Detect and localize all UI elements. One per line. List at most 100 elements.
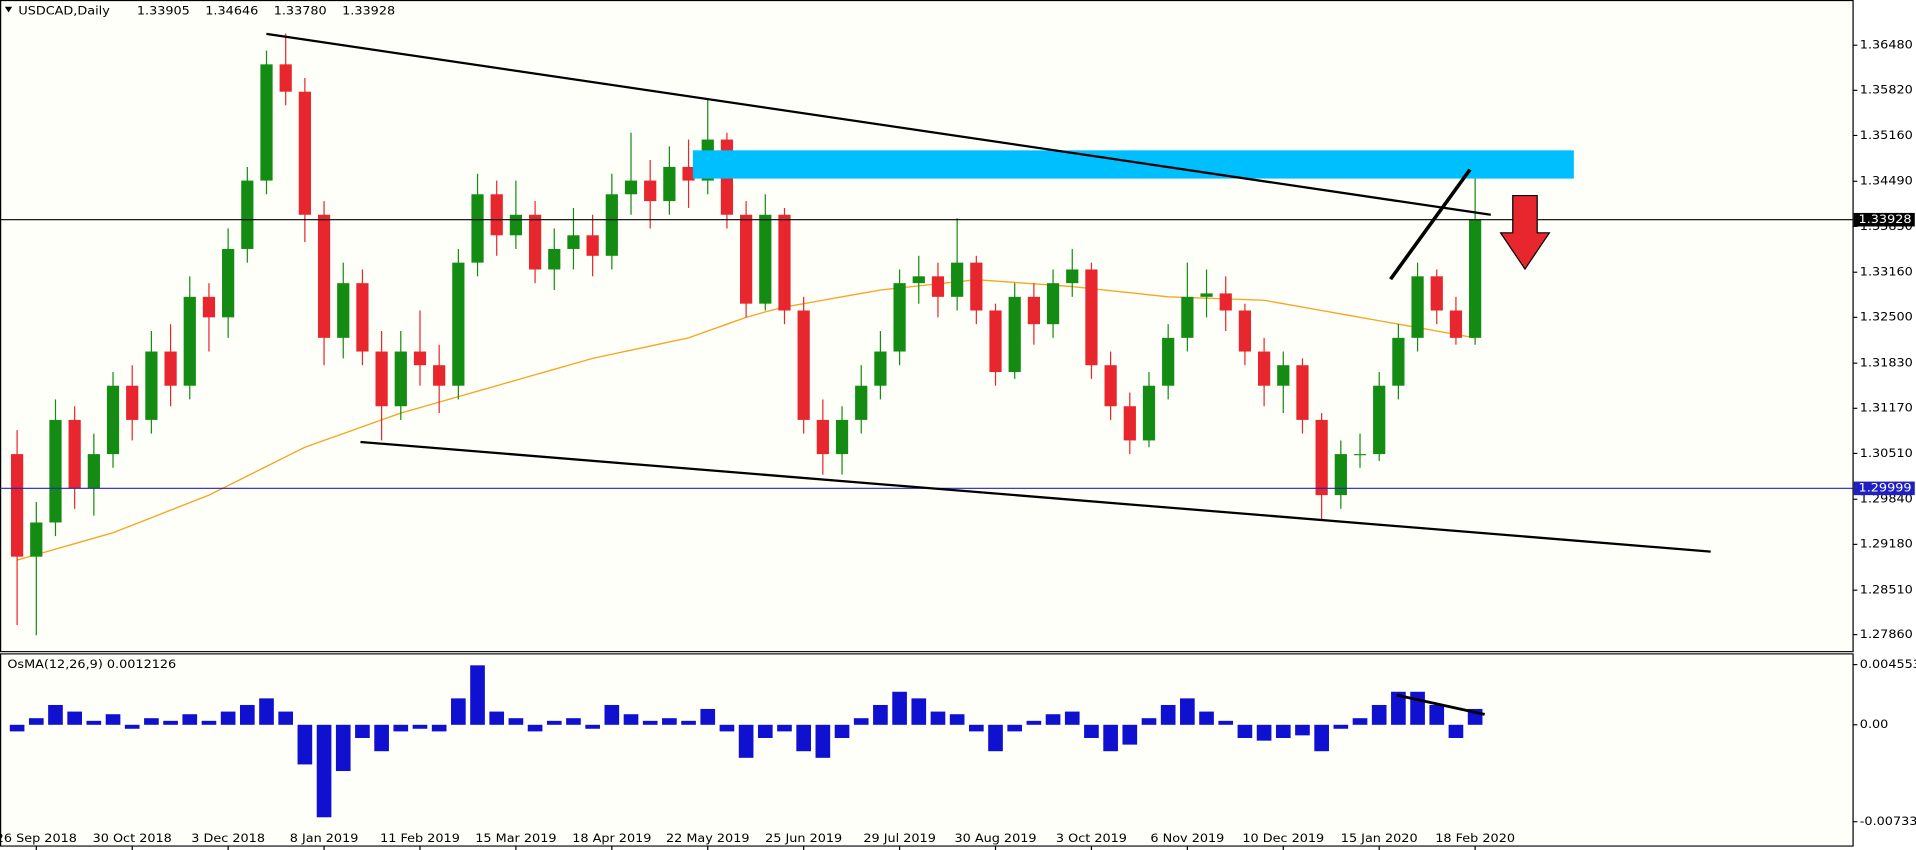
osma-bar <box>1333 724 1349 729</box>
candle-body <box>337 283 350 338</box>
candle-body <box>528 214 542 270</box>
candle-body <box>1008 296 1021 373</box>
osma-bar <box>815 724 831 758</box>
candle-body <box>202 296 216 318</box>
candle-body <box>87 454 100 489</box>
x-tick-label: 15 Jan 2020 <box>1341 831 1418 844</box>
candle-body <box>1334 454 1347 496</box>
osma-bar <box>1391 691 1406 725</box>
candle-body <box>298 91 311 215</box>
osma-title: OsMA(12,26,9) 0.0012126 <box>7 657 176 670</box>
osma-bar <box>834 724 850 739</box>
trend-line <box>1389 168 1472 281</box>
y-tick-label: 1.29180 <box>1860 537 1913 550</box>
candle-body <box>1200 293 1213 297</box>
candle-body <box>797 310 810 420</box>
x-tick-label: 15 Mar 2019 <box>475 831 556 844</box>
osma-bar <box>1141 718 1157 725</box>
osma-bar <box>1160 704 1176 725</box>
price-label-box <box>1853 212 1915 227</box>
candle-body <box>145 351 158 420</box>
candle-body <box>317 214 331 338</box>
candle-body <box>1411 276 1424 338</box>
symbol: USDCAD,Daily <box>18 4 109 17</box>
candle-body <box>1238 310 1252 352</box>
price-panel <box>0 0 1854 653</box>
candle-body <box>586 235 599 256</box>
y-tick-label: 1.29840 <box>1860 492 1913 505</box>
candle-body <box>605 194 618 256</box>
candle-body <box>1257 351 1271 386</box>
osma-bar <box>1026 720 1042 725</box>
osma-bar <box>1371 704 1387 725</box>
trend-line <box>266 32 1491 216</box>
x-tick-label: 29 Jul 2019 <box>863 831 936 844</box>
osma-bar <box>1410 691 1425 725</box>
osma-bar <box>642 720 658 725</box>
candle-body <box>49 419 62 523</box>
osma-bar <box>412 724 428 729</box>
candle-body <box>567 235 580 249</box>
osma-bar <box>738 724 754 758</box>
trend-line <box>360 440 1711 553</box>
x-tick-label: 18 Feb 2020 <box>1435 831 1515 844</box>
y-tick-label: 1.31830 <box>1860 356 1913 369</box>
osma-bar <box>719 724 735 732</box>
osma-bar <box>585 724 600 729</box>
osma-bar <box>796 724 812 752</box>
candle-body <box>1392 337 1405 386</box>
price-label: 1.29999 <box>1859 481 1912 494</box>
osma-bar <box>67 711 82 725</box>
candle-body <box>835 419 849 455</box>
osma-bar <box>451 698 466 725</box>
osma-bar <box>105 714 121 725</box>
y-tick-label: 1.36480 <box>1860 38 1913 51</box>
candle-body <box>759 214 772 304</box>
osma-bar <box>853 718 869 725</box>
y-tick-label: -0.0073377 <box>1860 815 1916 828</box>
osma-bar <box>1007 724 1023 732</box>
osma-bar <box>201 720 217 725</box>
y-tick-label: 1.30510 <box>1860 446 1913 459</box>
candle-body <box>10 454 24 557</box>
osma-bar <box>1275 724 1291 739</box>
osma-bar <box>604 704 620 725</box>
osma-bar <box>681 720 696 725</box>
candle-body <box>644 180 657 202</box>
candle-body <box>1353 454 1367 456</box>
osma-bar <box>1218 720 1234 725</box>
candle-body <box>1296 365 1309 420</box>
candle-body <box>682 166 695 181</box>
osma-bar <box>1180 698 1195 725</box>
price-label: 1.33928 <box>1859 212 1912 225</box>
resistance-zone <box>692 150 1574 179</box>
candle-body <box>951 262 964 297</box>
osma-bar <box>623 714 639 725</box>
osma-bar <box>1064 711 1080 725</box>
x-tick-label: 11 Feb 2019 <box>380 831 460 844</box>
candle-body <box>222 248 235 318</box>
candle-body <box>106 385 120 455</box>
osma-bar <box>1237 724 1253 739</box>
candle-body <box>509 214 523 236</box>
candle-body <box>452 262 465 386</box>
osma-bar <box>239 704 255 725</box>
osma-bar <box>1448 724 1464 739</box>
osma-bar <box>48 704 63 725</box>
candle-body <box>279 64 292 92</box>
candle-body <box>1027 296 1040 325</box>
y-tick-label: 1.31170 <box>1860 401 1913 414</box>
y-tick-label: 1.35160 <box>1860 128 1913 141</box>
candle-body <box>1181 296 1194 338</box>
osma-bar <box>1295 724 1310 736</box>
x-tick-label: 3 Oct 2019 <box>1056 831 1127 844</box>
osma-bar <box>546 720 562 725</box>
osma-bar <box>1429 704 1445 725</box>
candle-body <box>970 262 983 311</box>
candle-body <box>241 180 254 249</box>
osma-bar <box>393 724 409 732</box>
x-tick-label: 30 Oct 2018 <box>93 831 172 844</box>
menu-triangle <box>4 6 13 13</box>
y-tick-label: 0.00 <box>1860 718 1889 731</box>
